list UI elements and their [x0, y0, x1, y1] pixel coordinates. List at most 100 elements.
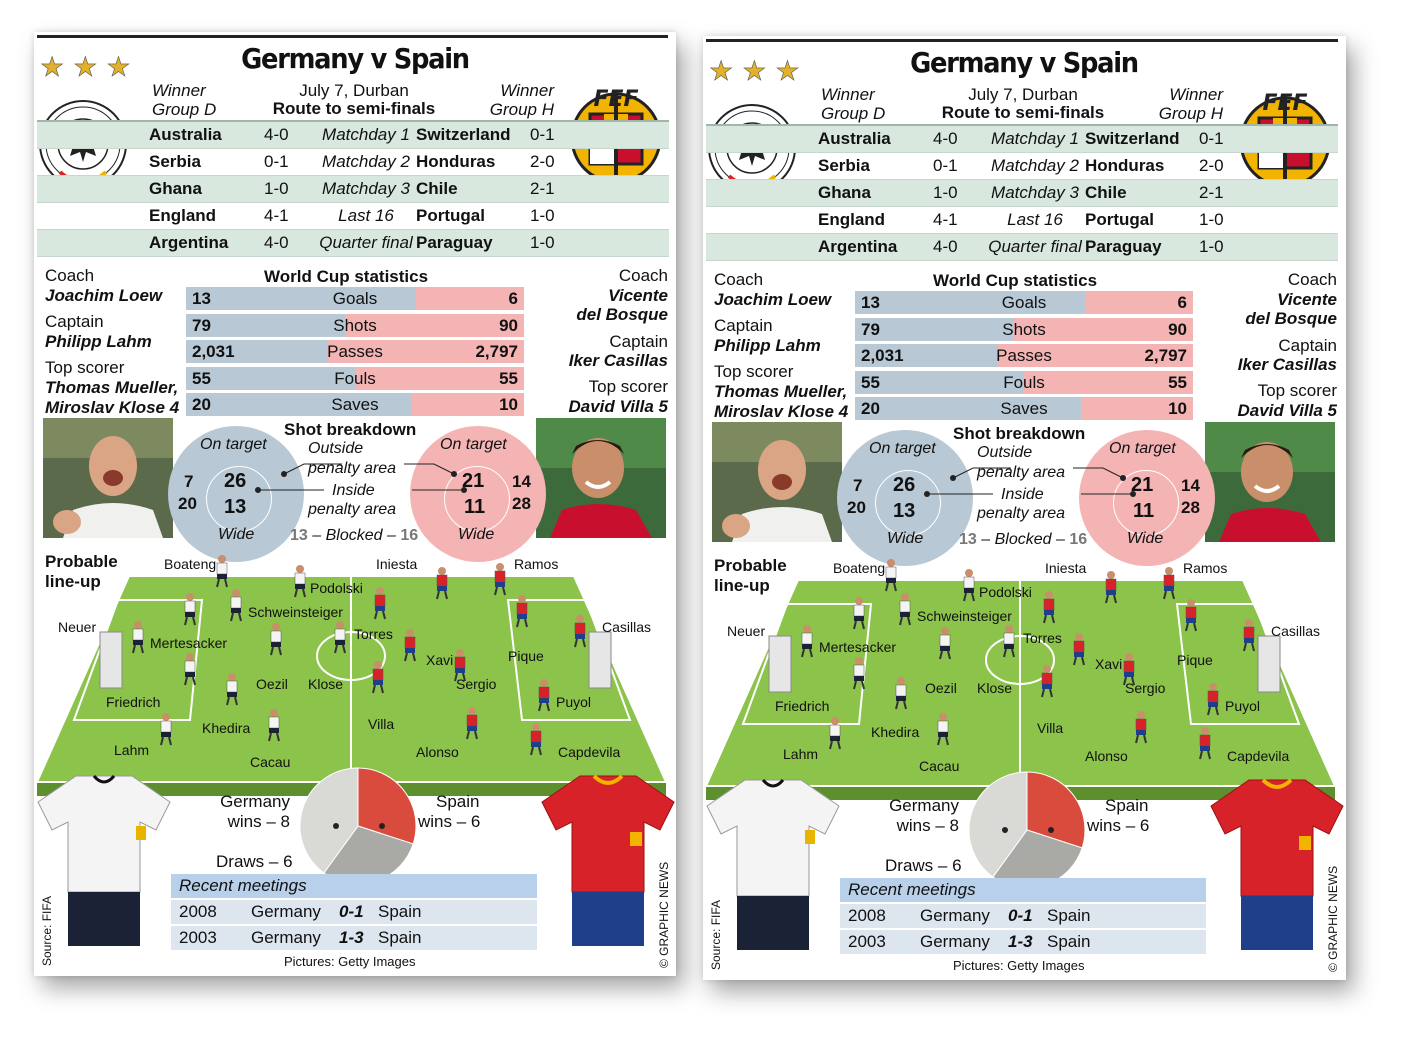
germany-inside: 13: [224, 496, 247, 518]
stage-label: Last 16: [338, 206, 394, 225]
spain-blocked: 16: [1069, 531, 1088, 548]
germany-wide: 20: [178, 494, 197, 513]
spain-player-figure: [538, 679, 550, 712]
spain-coach-label: Coach: [1287, 270, 1337, 289]
spain-stat-value: 55: [1168, 372, 1187, 392]
recent-meetings-header: Recent meetings: [840, 878, 1206, 902]
germany-stat-value: 2,031: [192, 342, 235, 361]
germany-opponent: Argentina: [149, 233, 229, 252]
stat-name: Passes: [996, 346, 1052, 365]
germany-score: 4-0: [933, 237, 958, 256]
germany-opponent: England: [818, 210, 886, 229]
spain-stat-bar: [327, 340, 524, 363]
blocked-label: – Blocked –: [312, 527, 396, 544]
germany-player-figure: [895, 677, 907, 710]
recent-meetings-header: Recent meetings: [171, 874, 537, 898]
spain-player-figure: [374, 587, 386, 620]
infographic-page-2: ★★★ Germany v Spain Winner Group D Winner…: [703, 36, 1346, 980]
spain-coach-label: Coach: [618, 266, 668, 285]
germany-stat-value: 13: [192, 289, 211, 308]
germany-score: 1-0: [264, 179, 289, 198]
meeting-away: Spain: [378, 902, 422, 921]
stage-label: Matchday 2: [322, 152, 410, 171]
germany-scorer-1: Thomas Mueller,: [45, 378, 179, 397]
germany-stat-value: 20: [192, 395, 211, 414]
stat-row: 55 Fouls 55: [855, 370, 1193, 394]
stats-title: World Cup statistics: [933, 271, 1098, 290]
spain-on-target-total: 21: [462, 470, 485, 492]
germany-player-figure: [963, 569, 975, 602]
germany-coach-label: Coach: [714, 270, 764, 289]
player-name: Friedrich: [775, 698, 830, 714]
spain-score: 1-0: [530, 233, 555, 252]
three-stars-icon: ★★★: [709, 56, 809, 87]
player-name: Lahm: [783, 746, 819, 762]
spain-inside: 11: [464, 496, 486, 518]
pitch: [35, 575, 668, 796]
spain-opponent: Switzerland: [1085, 129, 1180, 148]
germany-player-figure: [1003, 625, 1015, 658]
germany-stat-bar: [186, 393, 413, 416]
top-rule: [37, 35, 668, 38]
germany-opponent: Ghana: [818, 183, 871, 202]
stat-row: 20 Saves 10: [855, 397, 1193, 420]
germany-stat-value: 55: [192, 368, 211, 388]
spain-outside: 14: [1181, 476, 1200, 495]
germany-player-figure: [853, 597, 865, 630]
shot-breakdown-title: Shot breakdown: [284, 420, 417, 439]
player-name: Capdevila: [558, 744, 621, 760]
lineup-title-1: Probable: [45, 552, 118, 571]
germany-player-figure: [160, 713, 172, 746]
meeting-score: 1-3: [339, 928, 364, 947]
stat-row: 79 Shots 90: [186, 313, 524, 337]
spain-scorer: David Villa 5: [1237, 401, 1337, 420]
germany-kit-icon: [706, 778, 840, 950]
spain-wide-label: Wide: [1127, 530, 1164, 547]
meeting-year: 2008: [179, 902, 217, 921]
spain-player-figure: [1073, 633, 1085, 666]
spain-score: 0-1: [530, 125, 555, 144]
spain-score: 2-0: [530, 152, 555, 171]
spain-score: 2-0: [1199, 156, 1224, 175]
player-name: Sergio: [456, 676, 497, 692]
stat-name: Fouls: [1003, 372, 1045, 392]
spain-player-figure: [372, 661, 384, 694]
player-name: Klose: [977, 680, 1013, 696]
spain-stat-bar: [355, 366, 524, 390]
spain-opponent: Honduras: [1085, 156, 1165, 175]
germany-player-figure: [853, 657, 865, 690]
inside-label-1: Inside: [1001, 486, 1044, 503]
spain-stat-bar: [1084, 291, 1193, 314]
germany-stat-bar: [855, 291, 1085, 314]
germany-opponent: Argentina: [818, 237, 898, 256]
spain-blocked: 16: [400, 527, 419, 544]
spain-score: 1-0: [1199, 237, 1224, 256]
player-name: Boateng: [164, 556, 217, 572]
germany-blocked: 13: [959, 531, 977, 548]
player-name: Pique: [1177, 652, 1213, 668]
blocked-row: 13 – Blocked – 16: [290, 526, 418, 545]
spain-wins-label: Spain: [436, 792, 480, 811]
germany-wins-label: Germany: [889, 796, 959, 815]
player-name: Torres: [1023, 630, 1062, 646]
spain-captain-label: Captain: [609, 332, 668, 351]
germany-stat-bar: [186, 366, 355, 390]
germany-scorer-1: Thomas Mueller,: [714, 382, 848, 401]
player-name: Lahm: [114, 742, 150, 758]
germany-stat-bar: [855, 370, 1024, 394]
player-name: Cacau: [250, 754, 291, 770]
stat-row: 2,031 Passes 2,797: [186, 340, 524, 363]
spain-stat-bar: [1013, 317, 1193, 341]
germany-stat-bar: [186, 287, 416, 310]
meeting-home: Germany: [251, 902, 321, 921]
germany-captain-label: Captain: [714, 316, 773, 335]
stage-label: Matchday 3: [991, 183, 1079, 202]
pie-slice-germany-wins: [968, 771, 1028, 878]
germany-stat-value: 79: [861, 319, 880, 339]
germany-score: 4-1: [264, 206, 289, 225]
stat-name: Passes: [327, 342, 383, 361]
spain-player-figure: [1207, 683, 1219, 716]
meeting-home: Germany: [251, 928, 321, 947]
player-name: Sergio: [1125, 680, 1166, 696]
player-name: Schweinsteiger: [917, 608, 1012, 624]
